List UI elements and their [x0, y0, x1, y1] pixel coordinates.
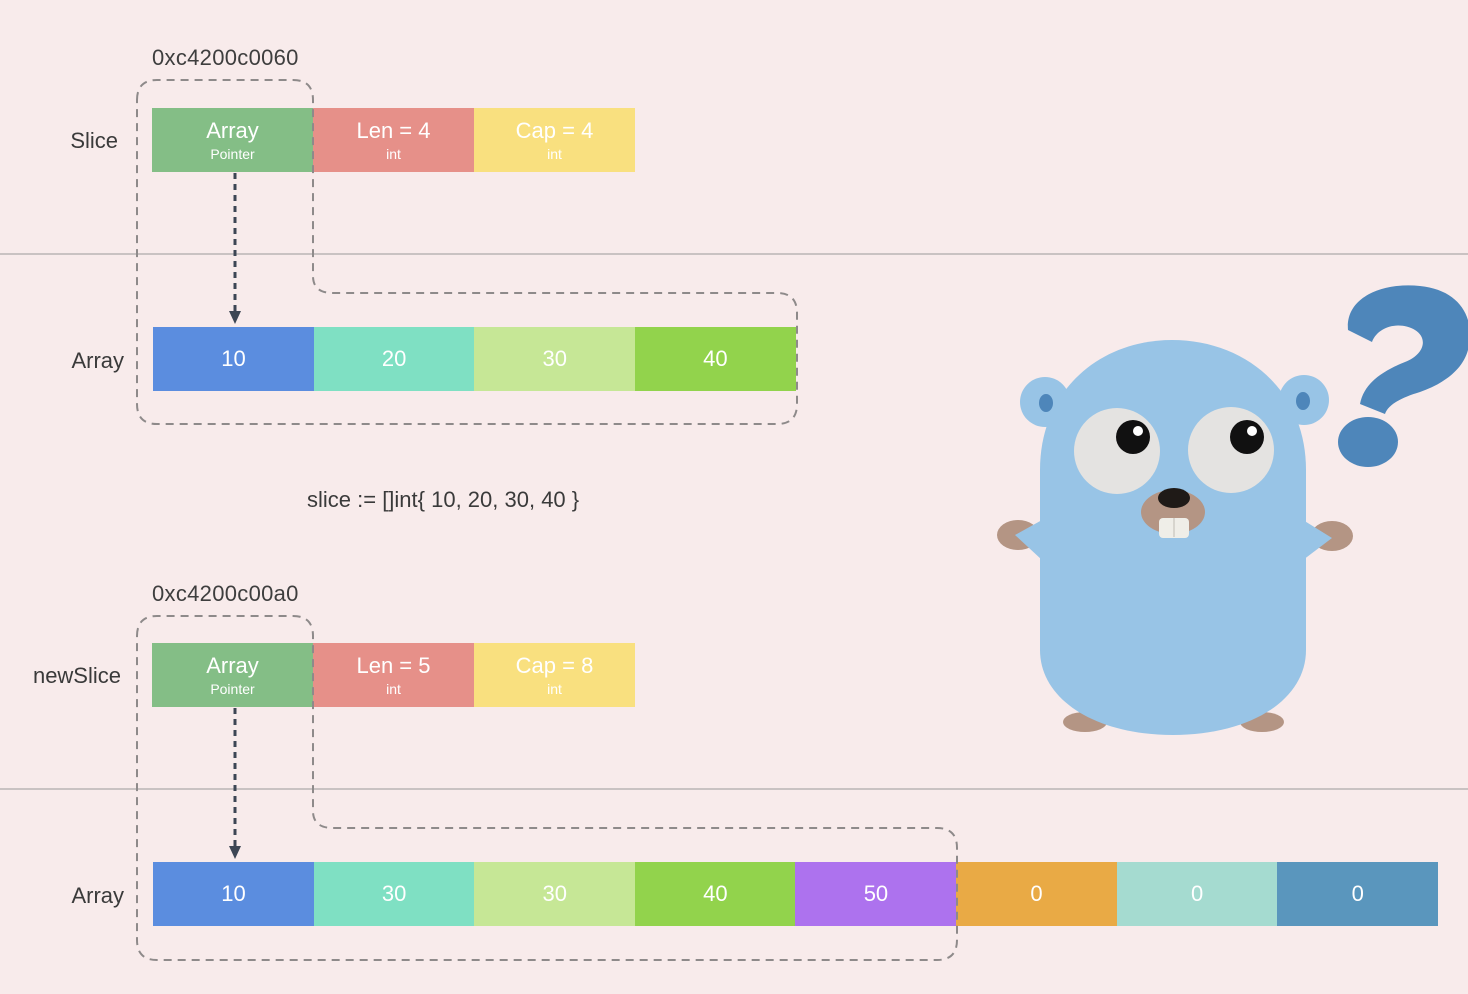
slice-array-cell-value: 30	[542, 346, 567, 371]
newslice-array-cell-value: 10	[221, 881, 246, 906]
newslice-array-label: Array	[71, 883, 124, 908]
newslice-array-cell-value: 40	[703, 881, 728, 906]
newslice-array-cell-value: 0	[1030, 881, 1043, 906]
slice-array-cell-value: 10	[221, 346, 246, 371]
slice-array-cell-value: 20	[381, 346, 407, 371]
newslice-array-cell-3: 40	[634, 862, 796, 926]
newslice-header-cap-sub: int	[547, 681, 562, 697]
slice-array-cell-value: 40	[703, 346, 728, 371]
newslice-arrowhead-icon	[229, 846, 241, 859]
slice-backing-outline	[136, 79, 798, 425]
newslice-header-len-sub: int	[386, 681, 401, 697]
newslice-array-cell-6: 0	[1116, 862, 1278, 926]
newslice-header-cap: Cap = 8 int	[474, 643, 635, 707]
slice-row-label: Slice	[70, 128, 118, 153]
newslice-array-cell-1: 30	[313, 862, 475, 926]
newslice-header-len-main: Len = 5	[356, 653, 431, 678]
newslice-backing-outline	[136, 615, 958, 961]
slice-array-cell-0: 10	[153, 327, 315, 391]
newslice-array-cell-value: 0	[1351, 881, 1364, 906]
newslice-array-cell-value: 0	[1191, 881, 1204, 906]
newslice-array-cell-value: 30	[381, 881, 407, 906]
slice-header-cap-sub: int	[547, 146, 562, 162]
section-divider-bottom	[0, 788, 1468, 790]
slice-header-len: Len = 4 int	[313, 108, 474, 172]
newslice-array-cell-7: 0	[1277, 862, 1439, 926]
newslice-address: 0xc4200c00a0	[152, 581, 299, 606]
newslice-row-label: newSlice	[32, 663, 121, 688]
slice-header-len-main: Len = 4	[356, 118, 431, 143]
newslice-array-cell-0: 10	[153, 862, 315, 926]
newslice-array-cell-2: 30	[474, 862, 636, 926]
slice-header-pointer: Array Pointer	[152, 108, 313, 172]
slice-arrowhead-icon	[229, 311, 241, 324]
code-line: slice := []int{ 10, 20, 30, 40 }	[307, 487, 580, 512]
slice-address: 0xc4200c0060	[152, 45, 299, 70]
slice-array-label: Array	[71, 348, 124, 373]
newslice-array-cell-value: 30	[542, 881, 567, 906]
slice-header-cap-main: Cap = 4	[515, 118, 594, 143]
newslice-array-cell-5: 0	[956, 862, 1118, 926]
newslice-header-pointer-sub: Pointer	[210, 681, 255, 697]
newslice-header-cap-main: Cap = 8	[515, 653, 594, 678]
slice-header-pointer-sub: Pointer	[210, 146, 255, 162]
slice-array-cell-3: 40	[634, 327, 796, 391]
newslice-header-pointer-main: Array	[206, 653, 259, 678]
section-divider-top	[0, 253, 1468, 255]
newslice-header-len: Len = 5 int	[313, 643, 474, 707]
slice-array-cell-2: 30	[474, 327, 636, 391]
newslice-array-cell-value: 50	[863, 881, 889, 906]
slice-array-cell-1: 20	[313, 327, 475, 391]
question-mark-icon	[1338, 285, 1468, 467]
slice-header-pointer-main: Array	[206, 118, 259, 143]
newslice-array-cell-4: 50	[795, 862, 957, 926]
slice-header-cap: Cap = 4 int	[474, 108, 635, 172]
newslice-header-pointer: Array Pointer	[152, 643, 313, 707]
slice-header-len-sub: int	[386, 146, 401, 162]
